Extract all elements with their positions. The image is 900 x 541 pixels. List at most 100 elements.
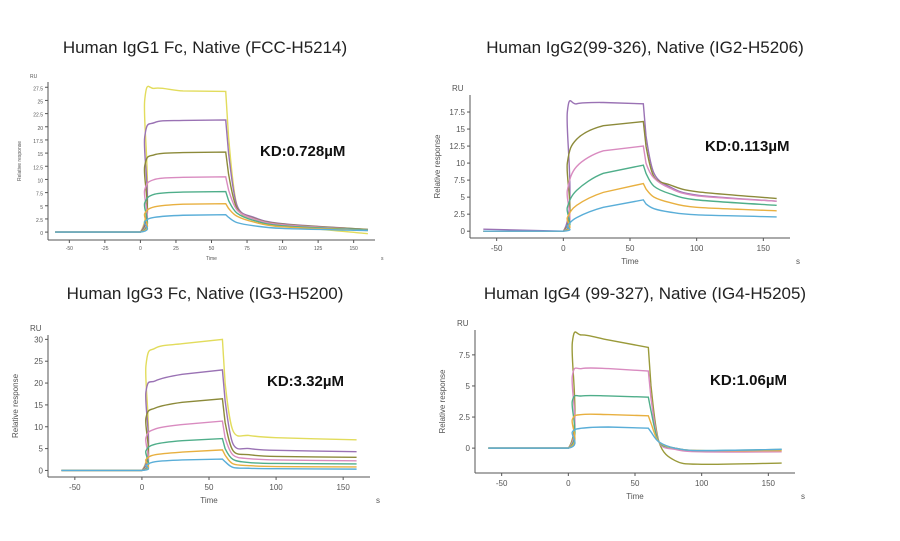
y-tick-label: 2.5	[36, 218, 43, 224]
x-tick-label: 150	[762, 479, 776, 488]
chart-title-igg4: Human IgG4 (99-327), Native (IG4-H5205)	[483, 284, 807, 303]
x-tick-label: 100	[278, 246, 287, 252]
x-tick-label: -25	[101, 246, 108, 252]
y-tick-label: 17.5	[449, 108, 465, 117]
chart-1: 0 2.5 5 7.5 10 12.5 15 17.5 -50 0 50 100 150 Time s RU R…	[433, 84, 800, 266]
series-line-1	[61, 369, 357, 472]
series-line-3	[483, 164, 777, 232]
x-unit-label: s	[801, 492, 805, 501]
series-line-1	[483, 120, 777, 232]
series-line-5	[483, 199, 777, 232]
series-line-4	[488, 426, 782, 452]
x-tick-label: -50	[66, 246, 73, 252]
x-tick-label: 0	[566, 479, 571, 488]
x-tick-label: 100	[690, 244, 704, 253]
x-tick-label: 75	[244, 246, 250, 252]
y-tick-label: 12.5	[449, 142, 465, 151]
x-tick-label: 150	[336, 483, 350, 492]
series-line-2	[483, 145, 777, 232]
y-tick-label: 5	[461, 193, 466, 202]
kd-annotation-igg2: KD:0.113µM	[705, 138, 790, 155]
y-tick-label: 7.5	[454, 176, 466, 185]
chart-title-igg3: Human IgG3 Fc, Native (IG3-H5200)	[66, 284, 344, 303]
series-line-3	[55, 176, 368, 233]
y-axis-label: Relative response	[17, 141, 23, 181]
x-tick-label: -50	[496, 479, 508, 488]
y-tick-label: 22.5	[33, 113, 43, 119]
y-tick-label: 27.5	[33, 86, 43, 92]
y-tick-label: 5	[466, 382, 471, 391]
series-line-1	[488, 367, 782, 453]
kd-annotation-igg1: KD:0.728µM	[260, 143, 346, 160]
y-tick-label: 17.5	[33, 139, 43, 145]
x-tick-label: 125	[314, 246, 323, 252]
y-tick-label: 25	[34, 357, 43, 366]
y-tick-label: 0	[466, 444, 471, 453]
chart-0: 0 2.5 5 7.5 10 12.5 15 17.5 20 22.5 25 27.5 -50 -25 0 2…	[17, 74, 384, 262]
y-tick-label: 15	[34, 401, 43, 410]
x-tick-label: 50	[631, 479, 640, 488]
y-axis-label: Relative response	[433, 134, 442, 199]
series-line-2	[61, 398, 357, 472]
y-tick-label: 20	[37, 126, 43, 132]
y-tick-label: 0	[461, 227, 466, 236]
x-tick-label: 0	[140, 483, 145, 492]
chart-3: 0 2.5 5 7.5 -50 0 50 100 150 Time s RU Relative resp…	[438, 319, 805, 501]
y-tick-label: 20	[34, 379, 43, 388]
series-line-0	[488, 331, 782, 466]
x-tick-label: 50	[626, 244, 635, 253]
x-tick-label: -50	[69, 483, 81, 492]
y-unit-label: RU	[30, 74, 38, 80]
y-tick-label: 7.5	[36, 192, 43, 198]
y-tick-label: 10	[456, 159, 465, 168]
series-line-0	[55, 85, 368, 235]
kd-annotation-igg3: KD:3.32µM	[267, 373, 344, 390]
x-tick-label: 50	[209, 246, 215, 252]
x-unit-label: s	[796, 257, 800, 266]
y-tick-label: 2.5	[454, 210, 466, 219]
x-unit-label: s	[381, 256, 384, 262]
series-line-3	[488, 413, 782, 452]
series-line-6	[61, 458, 357, 472]
y-tick-label: 0	[39, 466, 44, 475]
x-tick-label: 0	[139, 246, 142, 252]
series-line-4	[61, 437, 357, 472]
y-unit-label: RU	[30, 324, 42, 333]
x-tick-label: 25	[173, 246, 179, 252]
y-tick-label: 15	[456, 125, 465, 134]
series-line-4	[483, 182, 777, 232]
y-tick-label: 7.5	[459, 351, 471, 360]
series-line-2	[488, 394, 782, 452]
y-tick-label: 10	[34, 423, 43, 432]
x-tick-label: 150	[350, 246, 359, 252]
y-tick-label: 5	[39, 445, 44, 454]
y-tick-label: 0	[40, 231, 43, 237]
chart-title-igg2: Human IgG2(99-326), Native (IG2-H5206)	[486, 38, 804, 57]
x-tick-label: 100	[695, 479, 709, 488]
series-line-0	[61, 338, 357, 472]
y-tick-label: 2.5	[459, 413, 471, 422]
series-line-5	[55, 202, 368, 233]
kd-annotation-igg4: KD:1.06µM	[710, 372, 787, 389]
y-axis-label: Relative response	[11, 373, 20, 438]
x-axis-label: Time	[206, 256, 217, 262]
chart-2: 0 5 10 15 20 25 30 -50 0 50 100 150 Time s RU Relative …	[11, 324, 380, 505]
y-tick-label: 12.5	[33, 165, 43, 171]
series-line-6	[55, 214, 368, 233]
series-line-4	[55, 190, 368, 233]
y-axis-label: Relative response	[438, 369, 447, 434]
x-tick-label: 100	[269, 483, 283, 492]
chart-title-igg1: Human IgG1 Fc, Native (FCC-H5214)	[62, 38, 348, 57]
y-tick-label: 30	[34, 335, 43, 344]
y-unit-label: RU	[452, 84, 464, 93]
x-tick-label: 50	[205, 483, 214, 492]
y-tick-label: 5	[40, 205, 43, 211]
x-tick-label: -50	[491, 244, 503, 253]
y-tick-label: 25	[37, 99, 43, 105]
y-tick-label: 10	[37, 178, 43, 184]
x-axis-label: Time	[626, 492, 644, 501]
x-tick-label: 150	[757, 244, 771, 253]
x-tick-label: 0	[561, 244, 566, 253]
